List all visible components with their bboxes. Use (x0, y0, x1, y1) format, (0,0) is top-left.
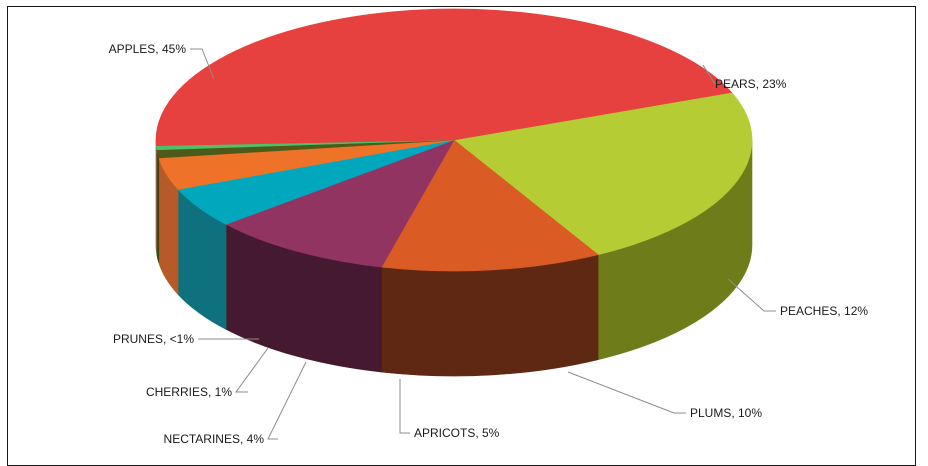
chart-frame: PEARS, 23% PEACHES, 12% PLUMS, 10% APRICOTS… (7, 6, 916, 466)
leader-line-cherries (236, 348, 268, 392)
leader-line-apricots (400, 379, 410, 433)
data-label-plums: PLUMS, 10% (690, 406, 762, 420)
leader-line-plums (568, 372, 686, 413)
data-label-cherries: CHERRIES, 1% (146, 385, 232, 399)
data-label-prunes: PRUNES, <1% (113, 332, 194, 346)
pie-side-peaches (382, 255, 599, 376)
leader-line-nectarines (268, 362, 306, 439)
data-label-pears: PEARS, 23% (715, 77, 787, 91)
data-label-apples: APPLES, 45% (109, 42, 187, 56)
pie-top (156, 9, 752, 271)
pie-chart: PEARS, 23% PEACHES, 12% PLUMS, 10% APRICOTS… (8, 7, 917, 453)
data-label-apricots: APRICOTS, 5% (414, 426, 500, 440)
data-label-nectarines: NECTARINES, 4% (164, 432, 265, 446)
data-label-peaches: PEACHES, 12% (780, 304, 868, 318)
